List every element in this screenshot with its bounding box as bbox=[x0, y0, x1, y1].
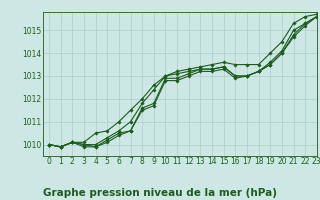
Text: Graphe pression niveau de la mer (hPa): Graphe pression niveau de la mer (hPa) bbox=[43, 188, 277, 198]
